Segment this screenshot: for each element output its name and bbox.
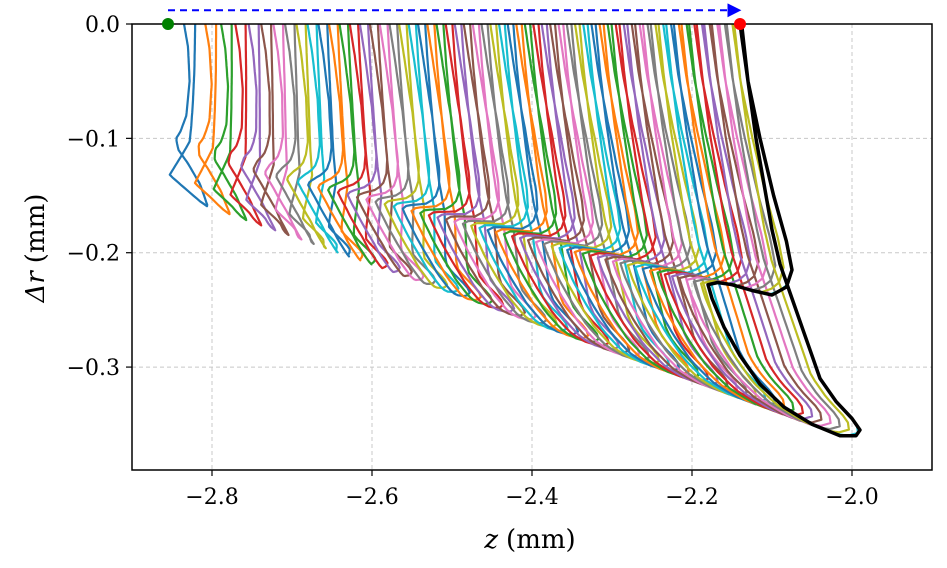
series-line (589, 23, 710, 383)
series-line (346, 23, 401, 274)
series-line (478, 23, 569, 332)
series-line (486, 23, 579, 336)
series-line (445, 23, 526, 317)
series-line (470, 23, 558, 329)
series-line (542, 23, 651, 362)
series-line (212, 23, 248, 222)
ticks: −2.8 −2.6 −2.4 −2.2 −2.0 0.0 −0.1 −0.2 −0.3 (67, 13, 879, 510)
series-line (327, 23, 377, 266)
y-tick-label: −0.1 (67, 127, 120, 152)
series-line (419, 23, 494, 306)
series-line (611, 23, 738, 393)
series-line (168, 23, 209, 208)
series-line (581, 23, 700, 380)
start-point (162, 18, 174, 30)
x-tick-label: −2.6 (345, 485, 398, 510)
series-line (573, 23, 690, 376)
series-line (678, 23, 823, 424)
series-line (355, 23, 413, 278)
series-line (596, 23, 719, 387)
series-line (252, 23, 290, 237)
series-line (663, 23, 804, 417)
y-tick-label: −0.2 (67, 242, 120, 267)
curves (168, 23, 860, 437)
series-line (519, 23, 621, 351)
series-line (626, 23, 758, 400)
end-point (734, 18, 746, 30)
series-line (427, 23, 505, 309)
y-tick-label: 0.0 (85, 13, 120, 38)
series-line (558, 23, 671, 369)
series-line (275, 23, 315, 245)
y-axis-label: Δr(mm) (21, 194, 51, 304)
x-tick-label: −2.0 (825, 485, 878, 510)
series-line (401, 23, 471, 298)
series-line (365, 23, 425, 282)
series-line (604, 23, 729, 390)
series-line (240, 23, 277, 232)
x-tick-label: −2.4 (505, 485, 558, 510)
x-axis-label: z (mm) (483, 525, 575, 555)
series-line (619, 23, 748, 397)
series-line (527, 23, 631, 354)
series-line (383, 23, 449, 290)
series-line (685, 23, 832, 427)
series-line (317, 23, 364, 262)
series-line (671, 23, 814, 421)
series-line (436, 23, 516, 313)
x-tick-label: −2.8 (185, 485, 238, 510)
series-line (502, 23, 600, 343)
series-line (336, 23, 389, 270)
y-tick-label: −0.3 (67, 356, 120, 381)
markers (162, 3, 746, 30)
series-line (264, 23, 303, 241)
envelope-line (706, 23, 862, 438)
series-line (511, 23, 610, 347)
series-line (307, 23, 351, 258)
series-line (566, 23, 680, 372)
series-line (550, 23, 661, 365)
series-line (649, 23, 786, 411)
series-line (461, 23, 548, 325)
series-line (534, 23, 641, 358)
series-line (296, 23, 339, 254)
envelope (706, 23, 862, 438)
series-line (641, 23, 776, 407)
series-line (453, 23, 537, 321)
series-line (392, 23, 460, 294)
series-line (410, 23, 483, 302)
series-line (656, 23, 795, 414)
series-line (193, 23, 231, 216)
series-line (286, 23, 327, 250)
series-line (634, 23, 767, 404)
series-line (227, 23, 263, 227)
series-line (692, 23, 841, 431)
x-tick-label: −2.2 (665, 485, 718, 510)
series-line (374, 23, 437, 285)
series-line (494, 23, 590, 340)
